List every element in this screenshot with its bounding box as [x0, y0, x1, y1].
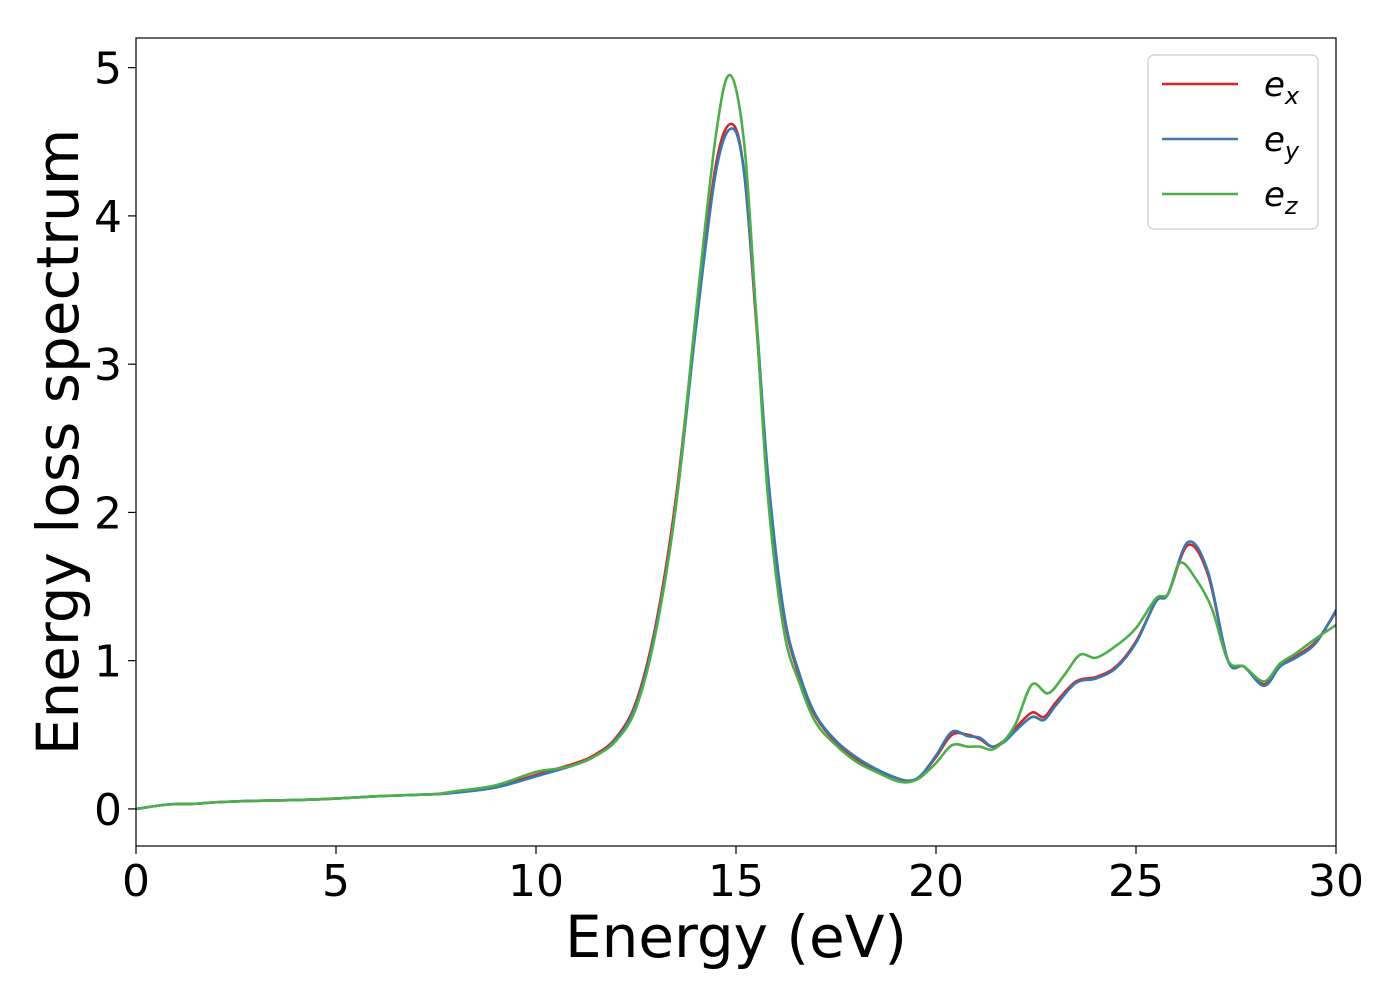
y-tick-label: 3 — [94, 340, 122, 391]
x-tick-label: 15 — [708, 856, 764, 907]
x-tick-label: 20 — [908, 856, 964, 907]
legend-label-ex: ex — [1264, 65, 1300, 110]
plot-content — [136, 73, 1336, 811]
legend-label-ez: ez — [1264, 175, 1299, 220]
y-tick-label: 0 — [94, 785, 122, 836]
x-tick-label: 30 — [1308, 856, 1364, 907]
legend: ex ey ez — [1147, 54, 1319, 230]
x-axis-ticks: 0 5 10 15 20 25 30 — [122, 846, 1364, 907]
x-tick-label: 10 — [508, 856, 564, 907]
y-axis-ticks: 0 1 2 3 4 5 — [94, 44, 136, 836]
y-tick-label: 5 — [94, 44, 122, 95]
x-axis-label: Energy (eV) — [565, 903, 907, 971]
series-line-ez — [136, 73, 1336, 811]
legend-box — [1147, 54, 1319, 230]
x-tick-label: 0 — [122, 856, 150, 907]
y-tick-label: 2 — [94, 488, 122, 539]
x-tick-label: 5 — [322, 856, 350, 907]
x-tick-label: 25 — [1108, 856, 1164, 907]
legend-label-ey: ey — [1264, 120, 1300, 165]
y-tick-label: 4 — [94, 192, 122, 243]
series-line-ey — [136, 127, 1336, 811]
y-axis-label: Energy loss spectrum — [24, 129, 92, 755]
y-tick-label: 1 — [94, 637, 122, 688]
